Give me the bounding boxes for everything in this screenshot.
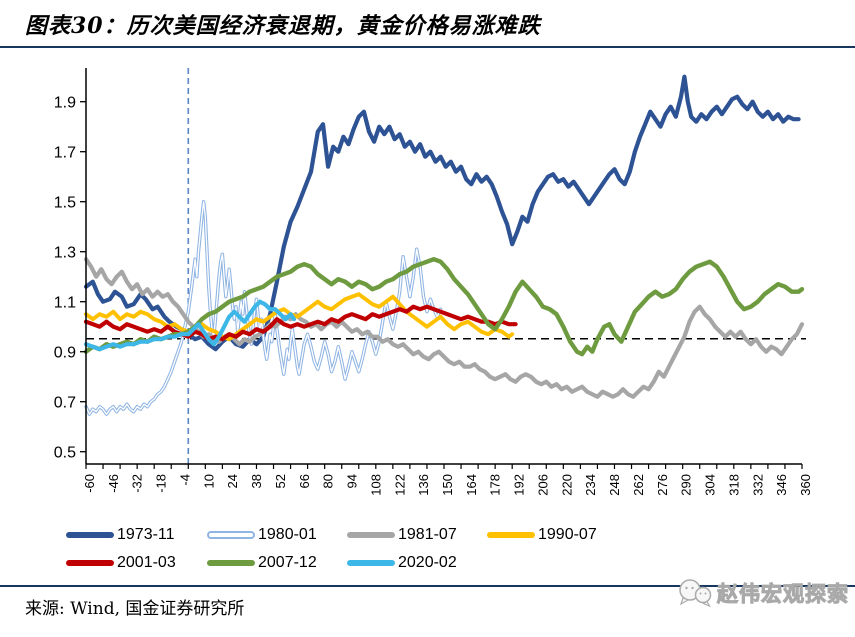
series-line-2001-03 — [83, 304, 518, 342]
y-tick-label: 1.7 — [54, 145, 76, 162]
legend-item-1990-07: 1990-07 — [487, 524, 597, 546]
x-tick-label: 66 — [297, 474, 312, 488]
x-tick-label: 136 — [416, 474, 431, 496]
y-tick-label: 1.3 — [54, 245, 76, 262]
x-tick-label: 304 — [703, 474, 718, 496]
chart-area: 0.5 0.7 0.9 1.1 1.3 1.5 1.7 1.9 -60 -46 -32 -18 -4 10… — [0, 48, 855, 515]
legend-swatch-1973-11 — [66, 532, 114, 538]
legend-item-2020-02: 2020-02 — [347, 552, 457, 574]
source-text: 来源: Wind, 国金证券研究所 — [25, 599, 245, 619]
x-tick-label: 346 — [774, 474, 789, 496]
y-tick-label: 0.5 — [54, 445, 76, 462]
y-tick-label: 0.9 — [54, 345, 76, 362]
y-tick-label: 1.1 — [54, 295, 76, 312]
legend-item-1981-07: 1981-07 — [347, 524, 457, 546]
legend-label-2001-03: 2001-03 — [117, 554, 176, 571]
legend-label-1973-11: 1973-11 — [117, 526, 175, 543]
x-tick-label: 80 — [321, 474, 336, 488]
x-tick-label: 192 — [512, 474, 527, 496]
series-line-2007-12 — [83, 257, 805, 357]
x-tick-label: 164 — [464, 474, 479, 496]
title-divider — [0, 46, 855, 48]
legend-swatch-2007-12 — [207, 560, 255, 566]
x-tick-label: 332 — [750, 474, 765, 496]
x-tick-label: 122 — [392, 474, 407, 496]
x-tick-label: 38 — [249, 474, 264, 488]
legend-item-2007-12: 2007-12 — [207, 552, 317, 574]
legend-item-1973-11: 1973-11 — [66, 524, 175, 546]
x-tick-label: 220 — [559, 474, 574, 496]
series-line-core-1980-01 — [85, 201, 442, 415]
figure-title: 图表30：历次美国经济衰退期，黄金价格易涨难跌 — [25, 13, 541, 39]
x-tick-label: 318 — [726, 474, 741, 496]
watermark-text: 赵伟宏观探索 — [717, 581, 849, 607]
series-line-1990-07 — [84, 292, 515, 342]
x-tick-label: 178 — [488, 474, 503, 496]
legend-label-1990-07: 1990-07 — [538, 526, 597, 543]
gold-recession-chart: 0.5 0.7 0.9 1.1 1.3 1.5 1.7 1.9 -60 -46 -32 -18 -4 10… — [54, 67, 813, 496]
x-tick-label: 94 — [345, 474, 360, 488]
legend-swatch-2020-02 — [347, 560, 395, 566]
x-tick-label: 262 — [631, 474, 646, 496]
x-tick-label: -46 — [106, 474, 121, 493]
axes: 0.5 0.7 0.9 1.1 1.3 1.5 1.7 1.9 -60 -46 -32 -18 -4 10… — [54, 67, 813, 496]
legend-label-1981-07: 1981-07 — [398, 526, 457, 543]
y-tick-label: 1.5 — [54, 195, 76, 212]
x-tick-label: 10 — [201, 474, 216, 488]
x-tick-label: -32 — [130, 474, 145, 493]
x-tick-label: -18 — [154, 474, 169, 493]
legend-item-1980-01: 1980-01 — [207, 524, 317, 546]
legend-label-2007-12: 2007-12 — [258, 554, 317, 571]
x-tick-label: 248 — [607, 474, 622, 496]
legend-label-1980-01: 1980-01 — [258, 526, 317, 543]
series-line-1973-11 — [83, 74, 801, 352]
x-tick-label: 108 — [368, 474, 383, 496]
legend-swatch-1980-01 — [207, 531, 255, 539]
legend-label-2020-02: 2020-02 — [398, 554, 457, 571]
series-lines — [83, 74, 805, 416]
x-tick-label: -4 — [177, 474, 192, 486]
legend-swatch-1981-07 — [347, 532, 395, 538]
y-tick-label: 0.7 — [54, 395, 76, 412]
x-tick-label: 360 — [798, 474, 813, 496]
legend-swatch-2001-03 — [66, 560, 114, 566]
x-tick-label: 234 — [583, 474, 598, 496]
wechat-icon — [679, 579, 712, 608]
x-tick-label: 52 — [273, 474, 288, 488]
x-tick-label: 150 — [440, 474, 455, 496]
y-tick-label: 1.9 — [54, 95, 76, 112]
footer-divider — [0, 585, 855, 587]
x-tick-label: -60 — [82, 474, 97, 493]
chart-legend: 1973-11 1980-01 1981-07 1990-07 2001-03 2007-… — [0, 515, 855, 581]
x-tick-label: 290 — [679, 474, 694, 496]
watermark: 赵伟宏观探索 — [677, 578, 849, 608]
legend-item-2001-03: 2001-03 — [66, 552, 176, 574]
x-tick-label: 24 — [225, 474, 240, 488]
x-tick-label: 276 — [655, 474, 670, 496]
legend-swatch-1990-07 — [487, 532, 535, 538]
x-tick-label: 206 — [535, 474, 550, 496]
series-line-2020-02 — [83, 299, 297, 352]
